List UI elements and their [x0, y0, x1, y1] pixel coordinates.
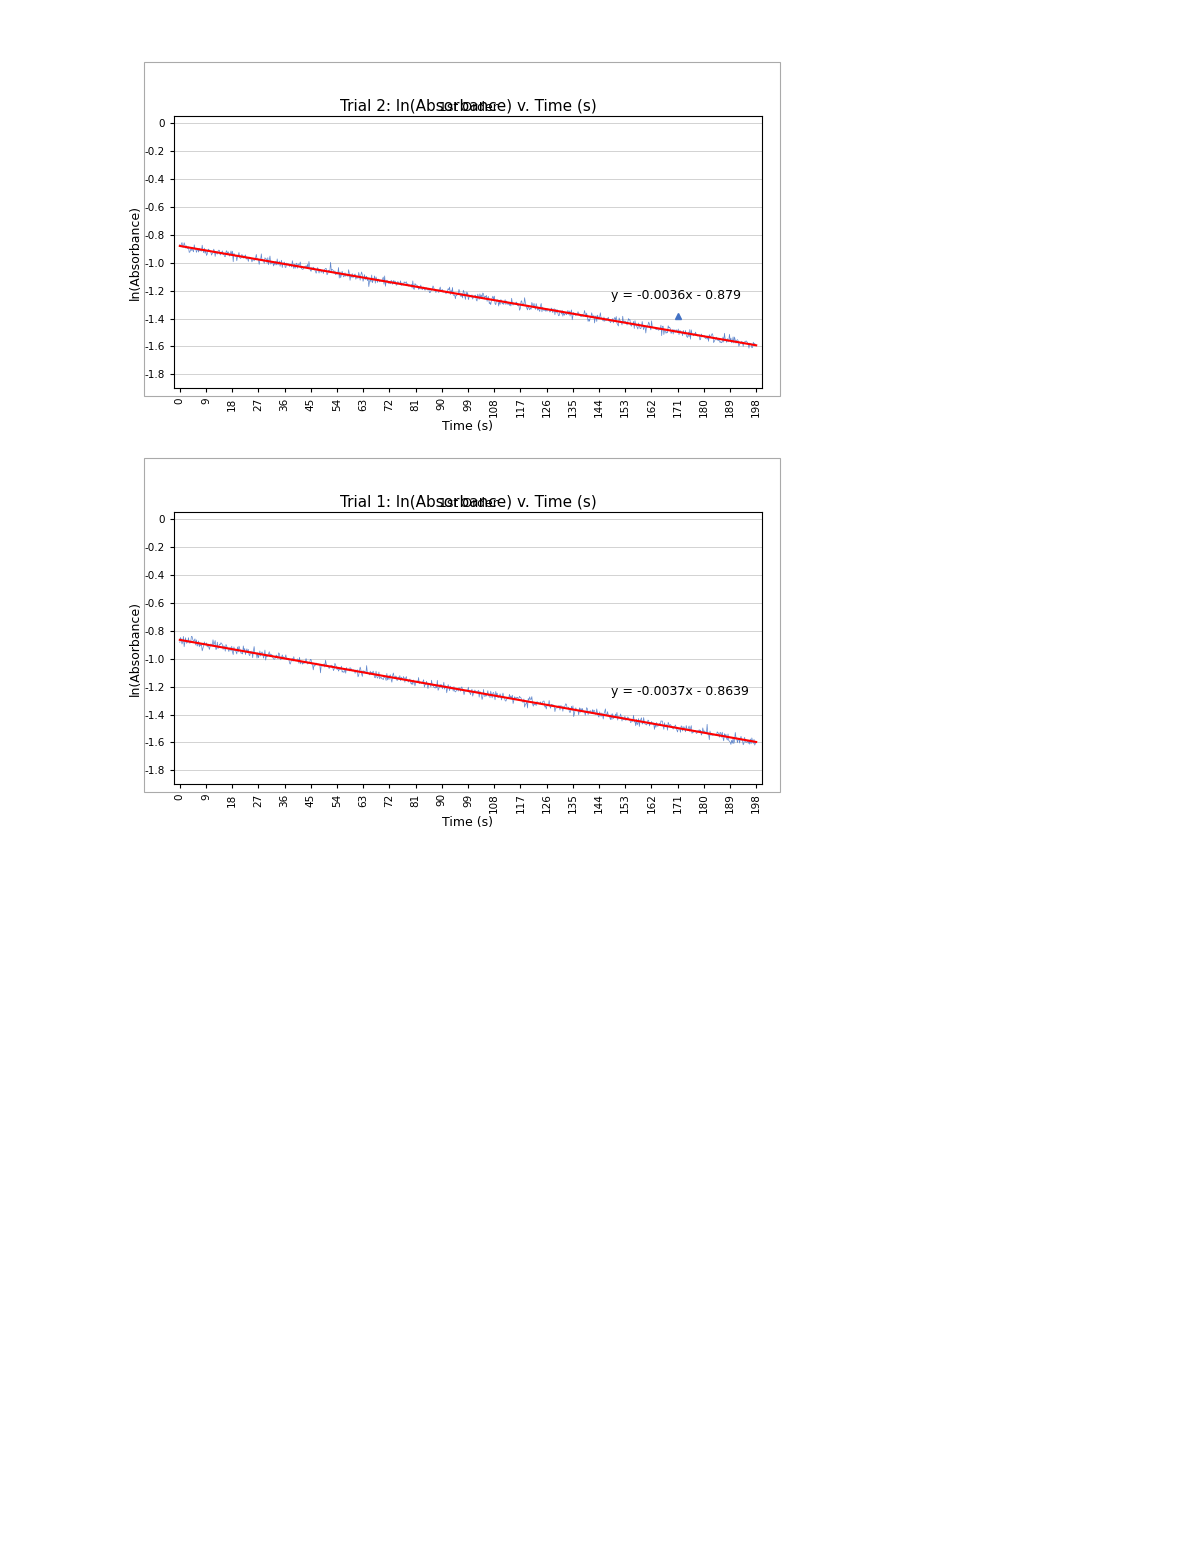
Title: Trial 2: ln(Absorbance) v. Time (s): Trial 2: ln(Absorbance) v. Time (s) [340, 99, 596, 113]
Text: y = -0.0036x - 0.879: y = -0.0036x - 0.879 [611, 289, 740, 303]
X-axis label: Time (s): Time (s) [443, 815, 493, 829]
Text: y = -0.0037x - 0.8639: y = -0.0037x - 0.8639 [611, 685, 749, 699]
Title: Trial 1: ln(Absorbance) v. Time (s): Trial 1: ln(Absorbance) v. Time (s) [340, 495, 596, 509]
X-axis label: Time (s): Time (s) [443, 419, 493, 433]
Text: 1st Order: 1st Order [438, 497, 498, 509]
Text: 1st Order: 1st Order [438, 101, 498, 113]
Y-axis label: ln(Absorbance): ln(Absorbance) [128, 205, 142, 300]
Y-axis label: ln(Absorbance): ln(Absorbance) [128, 601, 142, 696]
